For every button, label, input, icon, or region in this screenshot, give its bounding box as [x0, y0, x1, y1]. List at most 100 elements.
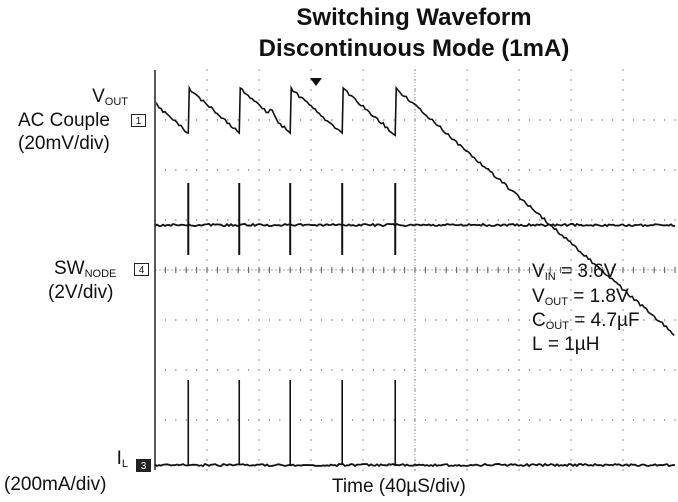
grid-dot: [206, 439, 207, 440]
grid-dot: [539, 369, 540, 370]
grid-dot: [466, 299, 467, 300]
grid-dot: [217, 369, 218, 370]
grid-dot: [206, 379, 207, 380]
grid-dot: [175, 419, 176, 420]
grid-dot: [414, 419, 415, 420]
grid-dot: [622, 129, 623, 130]
grid-dot: [518, 69, 519, 70]
grid-dot: [622, 69, 623, 70]
grid-dot: [570, 189, 571, 190]
grid-dot: [664, 319, 665, 320]
grid-dot: [518, 469, 519, 470]
grid-dot: [248, 369, 249, 370]
grid-dot: [560, 169, 561, 170]
grid-dot: [258, 219, 259, 220]
grid-dot: [425, 419, 426, 420]
grid-dot: [570, 409, 571, 410]
grid-dot: [622, 429, 623, 430]
grid-dot: [206, 369, 207, 370]
grid-dot: [570, 459, 571, 460]
grid-dot: [310, 359, 311, 360]
grid-dot: [258, 129, 259, 130]
grid-dot: [362, 79, 363, 80]
grid-dot: [300, 319, 301, 320]
grid-dot: [310, 119, 311, 120]
grid-dot: [570, 249, 571, 250]
grid-dot: [518, 359, 519, 360]
grid-dot: [570, 429, 571, 430]
grid-dot: [456, 419, 457, 420]
grid-dot: [633, 369, 634, 370]
grid-dot: [508, 119, 509, 120]
grid-dot: [622, 279, 623, 280]
grid-dot: [425, 219, 426, 220]
grid-dot: [570, 209, 571, 210]
grid-dot: [206, 159, 207, 160]
grid-dot: [643, 319, 644, 320]
grid-dot: [622, 199, 623, 200]
grid-dot: [414, 299, 415, 300]
grid-dot: [300, 169, 301, 170]
grid-dot: [570, 99, 571, 100]
grid-dot: [352, 169, 353, 170]
grid-dot: [362, 319, 363, 320]
grid-dot: [643, 369, 644, 370]
grid-dot: [310, 69, 311, 70]
grid-dot: [622, 369, 623, 370]
grid-dot: [518, 149, 519, 150]
grid-dot: [310, 429, 311, 430]
grid-dot: [612, 169, 613, 170]
grid-dot: [664, 169, 665, 170]
grid-dot: [570, 229, 571, 230]
grid-dot: [674, 119, 675, 120]
grid-dot: [664, 119, 665, 120]
grid-dot: [310, 329, 311, 330]
grid-dot: [633, 419, 634, 420]
grid-dot: [654, 419, 655, 420]
grid-dot: [310, 459, 311, 460]
grid-dot: [612, 419, 613, 420]
grid-dot: [466, 159, 467, 160]
grid-dot: [269, 369, 270, 370]
grid-dot: [570, 399, 571, 400]
grid-dot: [466, 379, 467, 380]
grid-dot: [186, 419, 187, 420]
grid-dot: [404, 219, 405, 220]
grid-dot: [258, 69, 259, 70]
grid-dot: [362, 119, 363, 120]
grid-dot: [258, 259, 259, 260]
grid-dot: [622, 89, 623, 90]
grid-dot: [466, 199, 467, 200]
grid-dot: [612, 219, 613, 220]
grid-dot: [622, 409, 623, 410]
grid-dot: [518, 259, 519, 260]
grid-dot: [570, 449, 571, 450]
grid-dot: [425, 319, 426, 320]
grid-dot: [352, 319, 353, 320]
grid-dot: [258, 379, 259, 380]
grid-dot: [206, 329, 207, 330]
grid-dot: [498, 169, 499, 170]
grid-dot: [518, 439, 519, 440]
grid-dot: [498, 369, 499, 370]
grid-dot: [227, 219, 228, 220]
grid-dot: [560, 119, 561, 120]
grid-dot: [227, 119, 228, 120]
grid-dot: [227, 369, 228, 370]
grid-dot: [622, 349, 623, 350]
grid-dot: [206, 289, 207, 290]
grid-dot: [518, 349, 519, 350]
grid-dot: [570, 129, 571, 130]
grid-dot: [414, 389, 415, 390]
grid-dot: [570, 139, 571, 140]
grid-dot: [362, 99, 363, 100]
grid-dot: [466, 329, 467, 330]
grid-dot: [310, 299, 311, 300]
grid-dot: [258, 79, 259, 80]
grid-dot: [258, 109, 259, 110]
grid-dot: [487, 319, 488, 320]
grid-dot: [290, 169, 291, 170]
grid-dot: [206, 249, 207, 250]
grid-dot: [466, 429, 467, 430]
